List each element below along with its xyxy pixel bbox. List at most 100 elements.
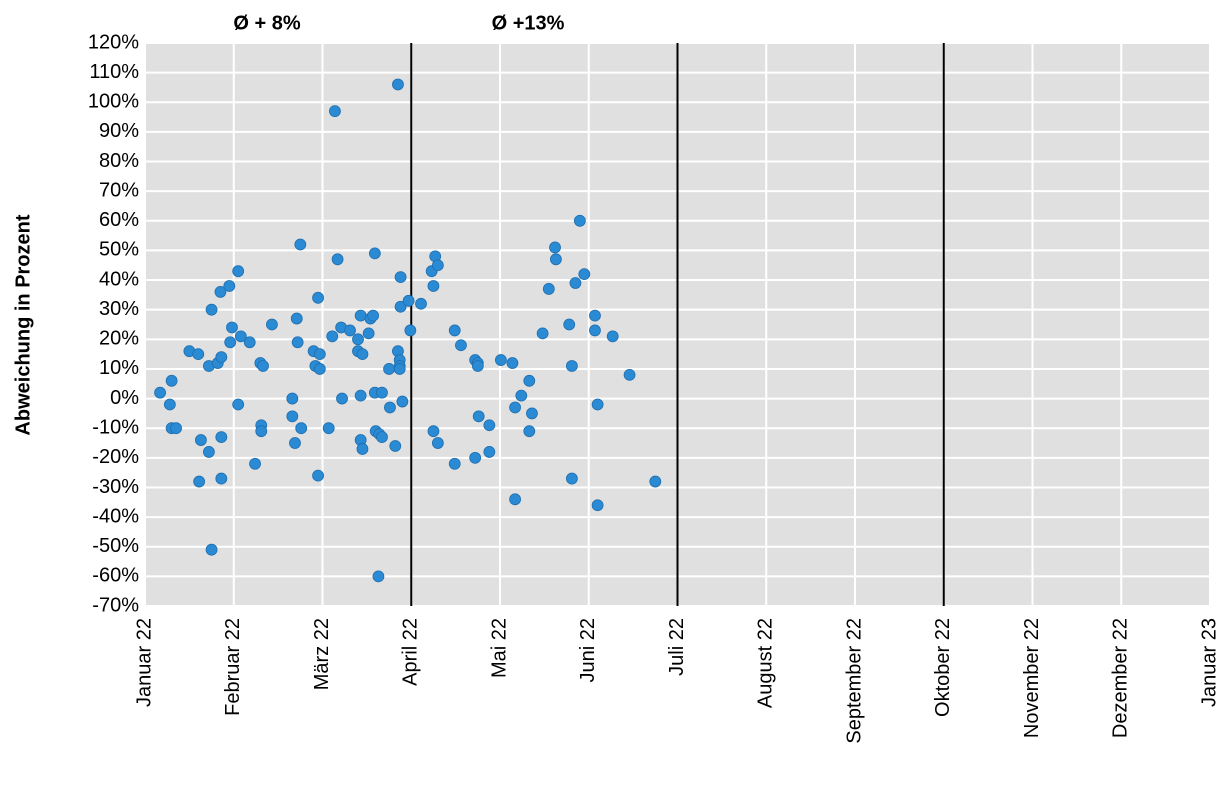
point bbox=[483, 446, 496, 458]
point bbox=[232, 398, 245, 411]
point bbox=[448, 324, 461, 337]
y-tick-label: -20% bbox=[92, 446, 139, 468]
point bbox=[368, 247, 381, 260]
point bbox=[312, 291, 324, 304]
y-tick-label: 90% bbox=[99, 120, 139, 142]
point bbox=[195, 434, 207, 446]
point bbox=[295, 422, 308, 435]
y-tick-label: -30% bbox=[92, 476, 139, 498]
point bbox=[255, 425, 268, 438]
point bbox=[326, 330, 339, 343]
y-tick-label: -70% bbox=[92, 594, 139, 616]
point bbox=[515, 389, 528, 402]
point bbox=[354, 309, 367, 322]
point bbox=[352, 333, 364, 346]
point bbox=[591, 499, 604, 512]
point bbox=[354, 389, 367, 402]
point bbox=[362, 327, 375, 340]
x-tick-label: August 22 bbox=[755, 618, 777, 708]
y-tick-label: 60% bbox=[99, 209, 139, 231]
point bbox=[509, 401, 521, 414]
y-tick-label: -10% bbox=[92, 416, 139, 438]
point bbox=[483, 419, 496, 432]
point bbox=[573, 214, 586, 227]
point bbox=[389, 440, 402, 452]
point bbox=[290, 312, 303, 325]
x-tick-label: Juni 22 bbox=[577, 618, 599, 683]
y-tick-label: 30% bbox=[99, 298, 139, 320]
point bbox=[542, 283, 555, 295]
point bbox=[224, 336, 237, 349]
point bbox=[356, 443, 369, 455]
x-tick-label: Januar 22 bbox=[133, 618, 155, 707]
point bbox=[471, 360, 484, 372]
point bbox=[312, 469, 324, 482]
point bbox=[394, 300, 407, 313]
point bbox=[313, 363, 326, 375]
point bbox=[286, 392, 299, 405]
x-tick-label: Juli 22 bbox=[666, 618, 688, 676]
y-tick-label: 80% bbox=[99, 150, 139, 172]
point bbox=[431, 259, 444, 272]
point bbox=[565, 472, 578, 485]
point bbox=[376, 386, 388, 399]
point bbox=[215, 472, 228, 485]
point bbox=[226, 321, 238, 334]
point bbox=[523, 425, 536, 438]
point bbox=[606, 330, 619, 343]
annotation: Ø + 8% bbox=[233, 12, 300, 34]
x-tick-label: März 22 bbox=[311, 618, 333, 690]
point bbox=[506, 357, 519, 369]
point bbox=[372, 570, 385, 583]
point bbox=[565, 360, 578, 372]
point bbox=[266, 318, 278, 331]
y-tick-label: 40% bbox=[99, 268, 139, 290]
point bbox=[563, 318, 576, 331]
x-tick-label: November 22 bbox=[1021, 618, 1043, 738]
point bbox=[286, 410, 299, 423]
x-tick-label: Januar 23 bbox=[1198, 618, 1220, 707]
y-tick-label: 110% bbox=[89, 61, 139, 83]
point bbox=[202, 446, 215, 458]
point bbox=[322, 422, 335, 435]
x-tick-label: Mai 22 bbox=[488, 618, 510, 678]
point bbox=[329, 105, 341, 118]
point bbox=[294, 238, 307, 251]
y-tick-label: 20% bbox=[99, 328, 139, 350]
point bbox=[367, 309, 379, 322]
point bbox=[257, 360, 269, 372]
point bbox=[469, 451, 482, 464]
point bbox=[215, 431, 228, 444]
annotation: Ø +13% bbox=[492, 12, 565, 34]
point bbox=[396, 395, 409, 408]
point bbox=[550, 253, 562, 266]
point bbox=[344, 324, 356, 337]
point bbox=[234, 330, 247, 343]
y-tick-label: 50% bbox=[99, 239, 139, 261]
point bbox=[214, 286, 227, 298]
point bbox=[455, 339, 467, 352]
point bbox=[569, 277, 582, 289]
point bbox=[215, 351, 228, 363]
point bbox=[392, 78, 404, 91]
x-tick-label: Dezember 22 bbox=[1110, 618, 1132, 738]
point bbox=[494, 354, 507, 366]
point bbox=[589, 324, 601, 337]
point bbox=[193, 475, 206, 488]
x-tick-label: September 22 bbox=[843, 618, 865, 744]
point bbox=[578, 268, 591, 281]
point bbox=[448, 457, 461, 470]
point bbox=[249, 457, 261, 470]
point bbox=[170, 422, 182, 435]
point bbox=[192, 348, 205, 361]
point bbox=[223, 280, 236, 292]
y-tick-label: -40% bbox=[92, 505, 139, 527]
x-tick-label: Februar 22 bbox=[222, 618, 244, 716]
point bbox=[509, 493, 521, 506]
x-tick-label: Oktober 22 bbox=[932, 618, 954, 717]
point bbox=[165, 374, 178, 387]
point bbox=[415, 297, 427, 310]
point bbox=[331, 253, 344, 266]
point bbox=[291, 336, 304, 349]
